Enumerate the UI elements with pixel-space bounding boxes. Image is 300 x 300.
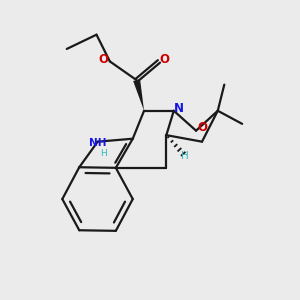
Text: H: H bbox=[181, 151, 189, 161]
Text: O: O bbox=[159, 52, 169, 66]
Text: NH: NH bbox=[89, 138, 106, 148]
Text: H: H bbox=[100, 149, 107, 158]
Text: O: O bbox=[98, 52, 108, 66]
Polygon shape bbox=[133, 79, 144, 111]
Text: O: O bbox=[198, 121, 208, 134]
Text: N: N bbox=[174, 102, 184, 115]
